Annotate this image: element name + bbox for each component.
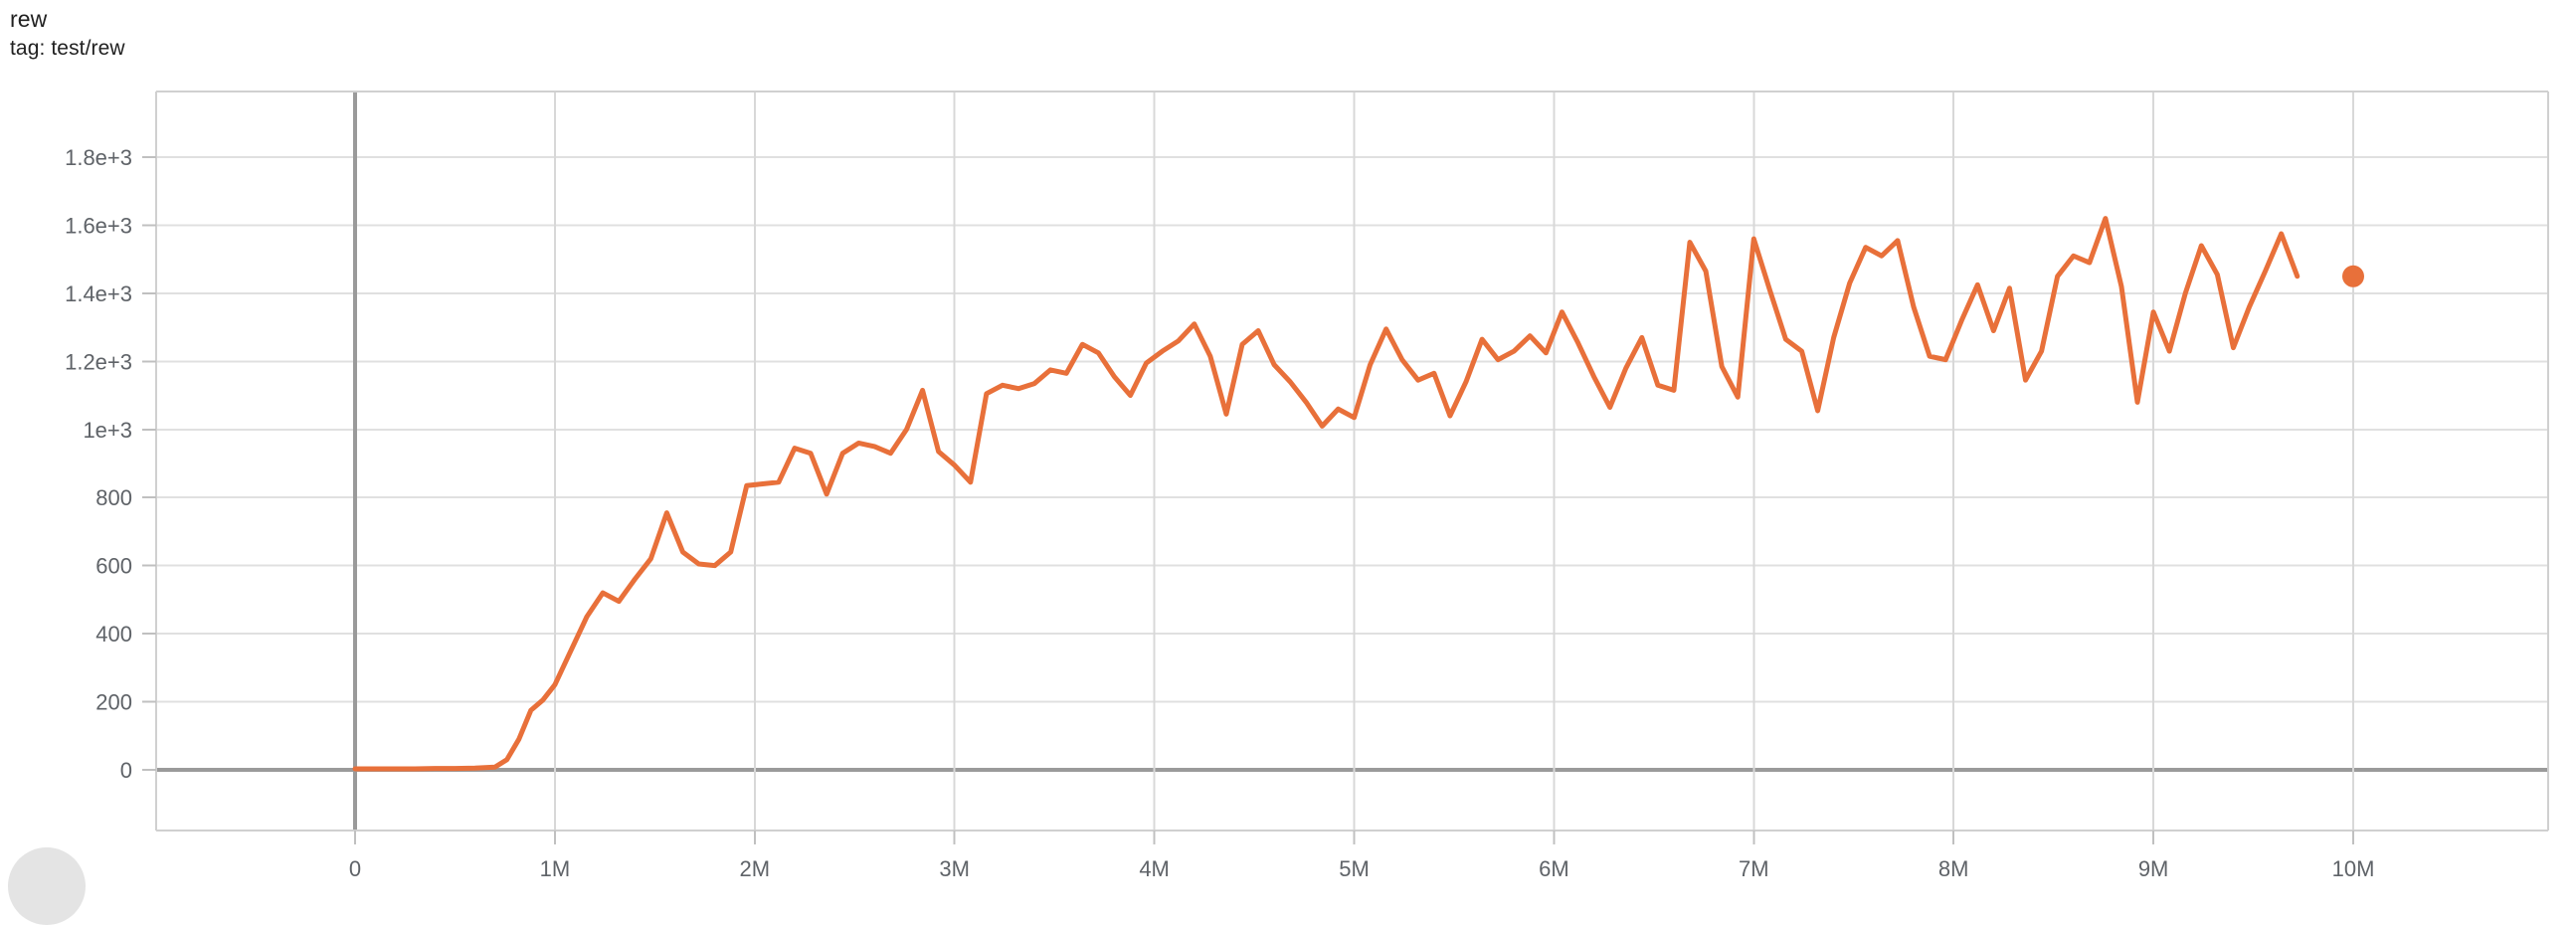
y-tick-label: 1.4e+3 <box>65 281 132 306</box>
y-tick-label: 400 <box>95 622 132 647</box>
x-tick-label: 7M <box>1739 856 1769 881</box>
y-tick-label: 1.2e+3 <box>65 349 132 374</box>
y-tick-label: 0 <box>120 758 132 783</box>
x-tick-label: 9M <box>2138 856 2169 881</box>
page-title: rew <box>10 6 48 32</box>
chart-tag-label: tag: test/rew <box>10 37 125 61</box>
x-tick-label: 4M <box>1139 856 1170 881</box>
y-tick-label: 600 <box>95 554 132 579</box>
line-chart-svg[interactable]: 0 200 400 600 800 1e+3 1.2e+3 1.4e+3 1.6e+3 1.8e+… <box>0 0 2576 891</box>
x-tick-label: 6M <box>1539 856 1569 881</box>
x-tick-label: 0 <box>349 856 361 881</box>
y-tick-label: 1e+3 <box>83 418 132 443</box>
x-tick-label: 1M <box>540 856 571 881</box>
fullscreen-toggle-button[interactable] <box>8 847 86 925</box>
x-tick-label: 2M <box>740 856 771 881</box>
series-line-0[interactable] <box>352 216 2300 772</box>
x-tick-label: 8M <box>1938 856 1969 881</box>
y-tick-label: 200 <box>95 690 132 715</box>
chart-header: rew tag: test/rew <box>10 4 125 63</box>
x-tick-label: 5M <box>1339 856 1370 881</box>
y-tick-label: 800 <box>95 485 132 510</box>
y-tick-label: 1.8e+3 <box>65 145 132 170</box>
plot-area[interactable]: 0 200 400 600 800 1e+3 1.2e+3 1.4e+3 1.6e+3 1.8e+… <box>0 0 2576 891</box>
last-point-marker[interactable] <box>2342 265 2364 287</box>
y-tick-label: 1.6e+3 <box>65 213 132 238</box>
x-tick-label: 3M <box>939 856 970 881</box>
x-tick-label: 10M <box>2332 856 2375 881</box>
